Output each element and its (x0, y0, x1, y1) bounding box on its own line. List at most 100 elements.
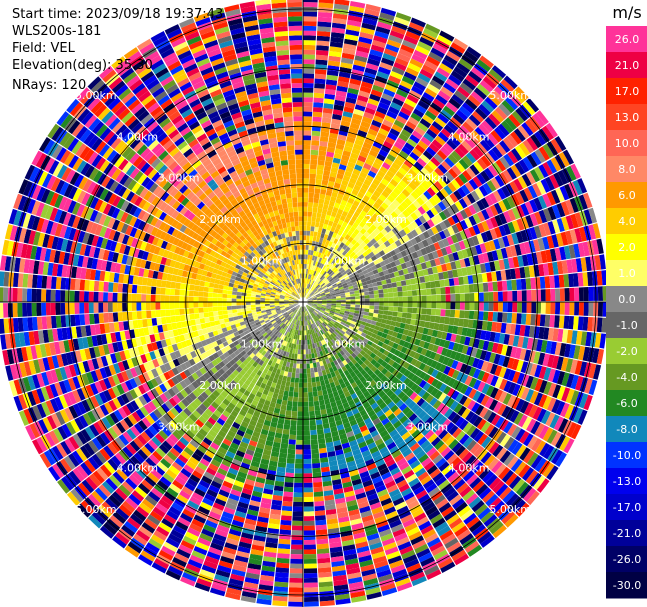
velocity-gate (407, 296, 413, 302)
velocity-gate (319, 290, 325, 294)
velocity-gate (380, 123, 391, 132)
velocity-gate (516, 279, 522, 290)
velocity-gate (330, 32, 345, 39)
velocity-gate (512, 290, 518, 302)
velocity-gate (482, 76, 497, 89)
velocity-gate (283, 486, 294, 493)
velocity-gate (369, 294, 375, 299)
velocity-gate (542, 161, 553, 176)
velocity-gate (328, 55, 341, 62)
velocity-gate (369, 302, 375, 306)
velocity-gate (445, 262, 452, 271)
velocity-gate (364, 263, 371, 270)
velocity-gate (368, 287, 374, 292)
velocity-gate (294, 353, 298, 359)
velocity-gate (401, 285, 408, 292)
velocity-gate (470, 190, 480, 202)
velocity-gate (412, 147, 423, 158)
velocity-gate (321, 248, 326, 255)
velocity-gate (445, 195, 455, 206)
velocity-gate (303, 501, 314, 507)
velocity-gate (457, 250, 464, 260)
velocity-gate (511, 89, 526, 104)
velocity-gate (447, 153, 459, 165)
velocity-gate (306, 264, 309, 270)
velocity-gate (385, 263, 392, 270)
velocity-gate (338, 259, 344, 265)
velocity-gate (555, 288, 561, 302)
velocity-gate (305, 259, 308, 265)
velocity-gate (360, 241, 367, 248)
velocity-gate (361, 281, 368, 286)
velocity-gate (483, 302, 489, 311)
velocity-gate (386, 283, 393, 289)
velocity-gate (349, 226, 356, 233)
velocity-gate (410, 220, 419, 229)
velocity-gate (382, 314, 388, 320)
velocity-gate (550, 189, 561, 204)
velocity-gate (464, 293, 470, 302)
velocity-gate (387, 214, 395, 222)
velocity-gate (336, 139, 346, 146)
velocity-gate (477, 222, 485, 234)
velocity-gate (496, 187, 507, 200)
velocity-gate (483, 292, 489, 302)
velocity-gate (334, 290, 340, 294)
velocity-gate (341, 231, 347, 238)
velocity-gate (279, 452, 288, 459)
velocity-gate (374, 302, 380, 306)
velocity-gate (391, 145, 401, 154)
velocity-gate (303, 368, 307, 374)
velocity-gate (410, 190, 420, 200)
velocity-gate (345, 97, 357, 104)
velocity-gate (306, 240, 310, 246)
velocity-gate (303, 182, 309, 188)
velocity-gate (311, 130, 321, 137)
velocity-gate (415, 45, 430, 56)
velocity-gate (510, 164, 522, 178)
velocity-gate (344, 141, 354, 148)
velocity-gate (368, 271, 374, 277)
velocity-gate (417, 100, 430, 110)
velocity-gate (288, 596, 303, 602)
velocity-gate (383, 293, 389, 298)
velocity-gate (330, 36, 344, 44)
velocity-gate (472, 224, 481, 235)
velocity-gate (335, 90, 347, 97)
velocity-gate (303, 425, 310, 431)
velocity-gate (401, 188, 411, 198)
velocity-gate (424, 87, 438, 98)
velocity-gate (498, 172, 509, 185)
velocity-gate (420, 262, 428, 270)
velocity-gate (434, 167, 445, 178)
velocity-gate (400, 201, 409, 210)
velocity-gate (537, 195, 548, 209)
velocity-gate (368, 251, 375, 258)
velocity-gate (278, 389, 285, 396)
velocity-gate (336, 240, 342, 246)
velocity-gate (510, 193, 521, 207)
velocity-gate (363, 244, 370, 251)
velocity-gate (451, 213, 460, 224)
velocity-gate (372, 316, 378, 322)
velocity-gate (303, 159, 310, 165)
velocity-gate (303, 25, 317, 31)
velocity-gate (356, 231, 364, 239)
velocity-gate (403, 255, 410, 263)
velocity-gate (321, 294, 326, 297)
velocity-gate (518, 159, 530, 173)
velocity-gate (583, 287, 589, 301)
velocity-gate (491, 146, 503, 159)
velocity-gate (324, 279, 329, 284)
velocity-gate (328, 246, 334, 253)
velocity-gate (403, 226, 411, 235)
velocity-gate (463, 228, 472, 239)
velocity-gate (291, 411, 298, 417)
velocity-gate (374, 30, 389, 40)
velocity-gate (331, 254, 337, 260)
velocity-gate (279, 529, 291, 535)
velocity-gate (303, 411, 309, 417)
velocity-gate (426, 237, 434, 246)
velocity-gate (378, 102, 390, 111)
velocity-gate (326, 185, 334, 192)
